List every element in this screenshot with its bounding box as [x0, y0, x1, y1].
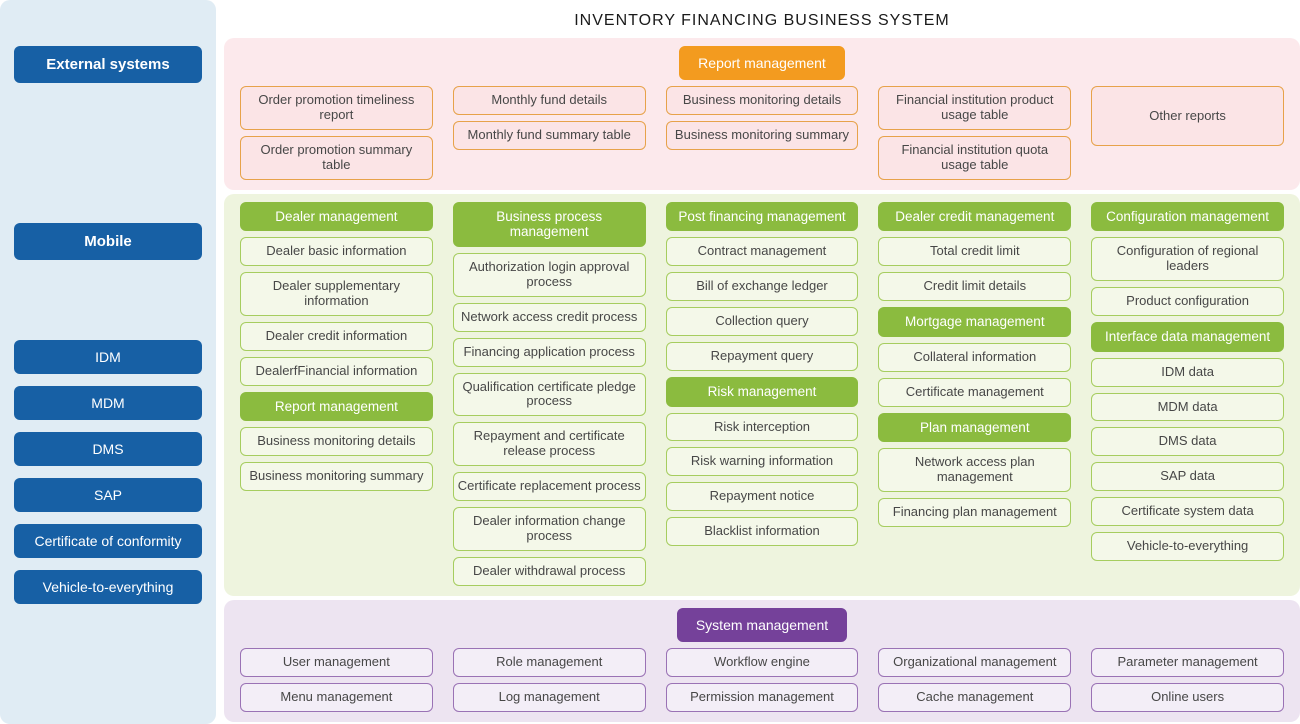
system-header: System management	[677, 608, 847, 642]
biz-item: IDM data	[1091, 358, 1284, 387]
plan-management-header: Plan management	[878, 413, 1071, 443]
biz-item: Financing plan management	[878, 498, 1071, 527]
sys-item: Parameter management	[1091, 648, 1284, 677]
biz-item: Certificate management	[878, 378, 1071, 407]
sidebar-dms: DMS	[14, 432, 202, 466]
main-content: INVENTORY FINANCING BUSINESS SYSTEM Repo…	[216, 0, 1300, 724]
biz-item: Network access credit process	[453, 303, 646, 332]
biz-item: Bill of exchange ledger	[666, 272, 859, 301]
risk-management-header: Risk management	[666, 377, 859, 407]
report-item: Financial institution quota usage table	[878, 136, 1071, 180]
sys-item: Role management	[453, 648, 646, 677]
sidebar-certificate: Certificate of conformity	[14, 524, 202, 558]
post-financing-header: Post financing management	[666, 202, 859, 232]
mortgage-management-header: Mortgage management	[878, 307, 1071, 337]
sys-item: Organizational management	[878, 648, 1071, 677]
interface-data-header: Interface data management	[1091, 322, 1284, 352]
sys-item: Online users	[1091, 683, 1284, 712]
report-item: Business monitoring details	[666, 86, 859, 115]
sys-item: Log management	[453, 683, 646, 712]
report-item: Monthly fund summary table	[453, 121, 646, 150]
biz-item: SAP data	[1091, 462, 1284, 491]
sidebar-sap: SAP	[14, 478, 202, 512]
biz-item: Collection query	[666, 307, 859, 336]
biz-item: Dealer supplementary information	[240, 272, 433, 316]
sys-item: Menu management	[240, 683, 433, 712]
report-item: Order promotion summary table	[240, 136, 433, 180]
report-item: Order promotion timeliness report	[240, 86, 433, 130]
sys-item: Workflow engine	[666, 648, 859, 677]
biz-item: Dealer credit information	[240, 322, 433, 351]
report-item: Business monitoring summary	[666, 121, 859, 150]
biz-item: Collateral information	[878, 343, 1071, 372]
biz-item: Authorization login approval process	[453, 253, 646, 297]
dealer-credit-header: Dealer credit management	[878, 202, 1071, 232]
biz-item: Blacklist information	[666, 517, 859, 546]
biz-item: DMS data	[1091, 427, 1284, 456]
biz-item: Financing application process	[453, 338, 646, 367]
biz-item: Vehicle-to-everything	[1091, 532, 1284, 561]
biz-item: Business monitoring details	[240, 427, 433, 456]
system-region: System management User management Menu m…	[224, 600, 1300, 722]
biz-item: Repayment and certificate release proces…	[453, 422, 646, 466]
sys-item: Permission management	[666, 683, 859, 712]
biz-item: Certificate replacement process	[453, 472, 646, 501]
business-process-header: Business process management	[453, 202, 646, 247]
biz-item: Repayment notice	[666, 482, 859, 511]
biz-item: Product configuration	[1091, 287, 1284, 316]
biz-item: Configuration of regional leaders	[1091, 237, 1284, 281]
sidebar-mobile: Mobile	[14, 223, 202, 260]
biz-item: MDM data	[1091, 393, 1284, 422]
sidebar: External systems Mobile IDM MDM DMS SAP …	[0, 0, 216, 724]
biz-item: Dealer withdrawal process	[453, 557, 646, 586]
biz-item: Risk interception	[666, 413, 859, 442]
report-item: Financial institution product usage tabl…	[878, 86, 1071, 130]
sidebar-external-systems: External systems	[14, 46, 202, 83]
dealer-management-header: Dealer management	[240, 202, 433, 232]
biz-item: Total credit limit	[878, 237, 1071, 266]
biz-item: Contract management	[666, 237, 859, 266]
business-region: Dealer management Dealer basic informati…	[224, 194, 1300, 596]
biz-item: Qualification certificate pledge process	[453, 373, 646, 417]
sidebar-vehicle: Vehicle-to-everything	[14, 570, 202, 604]
configuration-management-header: Configuration management	[1091, 202, 1284, 232]
biz-item: Certificate system data	[1091, 497, 1284, 526]
biz-item: Dealer information change process	[453, 507, 646, 551]
report-item: Other reports	[1091, 86, 1284, 146]
report-region: Report management Order promotion timeli…	[224, 38, 1300, 190]
biz-item: Risk warning information	[666, 447, 859, 476]
page-title: INVENTORY FINANCING BUSINESS SYSTEM	[224, 0, 1300, 38]
report-management-header: Report management	[240, 392, 433, 422]
sidebar-mdm: MDM	[14, 386, 202, 420]
sys-item: Cache management	[878, 683, 1071, 712]
biz-item: DealerfFinancial information	[240, 357, 433, 386]
report-header: Report management	[679, 46, 845, 80]
biz-item: Repayment query	[666, 342, 859, 371]
sidebar-idm: IDM	[14, 340, 202, 374]
biz-item: Network access plan management	[878, 448, 1071, 492]
biz-item: Credit limit details	[878, 272, 1071, 301]
report-item: Monthly fund details	[453, 86, 646, 115]
sys-item: User management	[240, 648, 433, 677]
biz-item: Business monitoring summary	[240, 462, 433, 491]
biz-item: Dealer basic information	[240, 237, 433, 266]
